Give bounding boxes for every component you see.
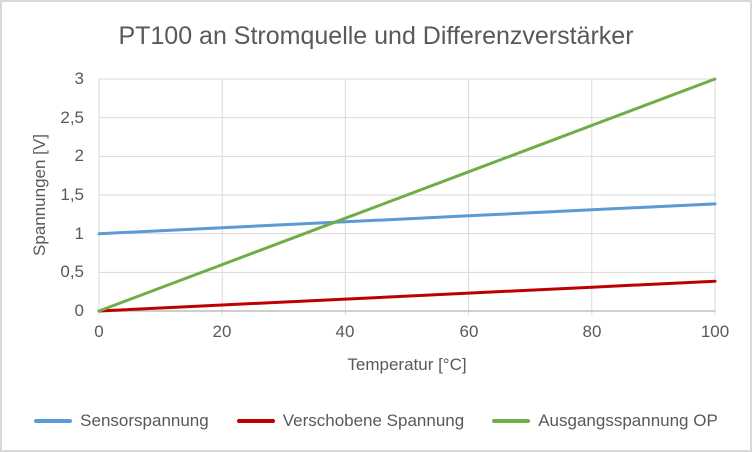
y-tick-label: 1,5 [60, 185, 84, 204]
legend-line-sample-blue [34, 419, 73, 423]
x-tick-label: 80 [582, 322, 602, 341]
chart-title: PT100 an Stromquelle und Differenzverstä… [118, 22, 634, 50]
x-tick-label: 0 [94, 322, 104, 341]
legend-label: Verschobene Spannung [282, 411, 465, 430]
line-verschobene-spannung [97, 279, 717, 313]
x-tick-label: 40 [335, 322, 355, 341]
legend-item-verschobene-spannung: Verschobene Spannung [236, 411, 465, 431]
line-ausgangsspannung-op [97, 77, 717, 313]
plot-area [97, 77, 717, 315]
y-axis-title: Spannungen [V] [30, 134, 49, 256]
legend: Sensorspannung Verschobene Spannung Ausg… [2, 408, 750, 434]
legend-label: Ausgangsspannung OP [538, 411, 718, 430]
legend-line-sample-green [492, 419, 531, 423]
y-tick-label: 1 [74, 224, 84, 243]
line-sensorspannung [97, 202, 717, 236]
legend-item-ausgangsspannung-op: Ausgangsspannung OP [492, 411, 718, 431]
x-tick-label: 20 [212, 322, 232, 341]
y-tick-label: 2 [74, 146, 84, 165]
legend-label: Sensorspannung [80, 411, 209, 430]
legend-item-sensorspannung: Sensorspannung [34, 411, 209, 431]
y-tick-label: 2,5 [60, 108, 84, 127]
y-tick-label: 0 [74, 301, 84, 320]
x-axis-title: Temperatur [°C] [347, 355, 467, 374]
x-tick-label: 60 [459, 322, 479, 341]
y-tick-label: 0,5 [60, 262, 84, 281]
y-tick-label: 3 [74, 69, 84, 88]
x-tick-label: 100 [700, 322, 730, 341]
legend-line-sample-red [236, 419, 275, 423]
